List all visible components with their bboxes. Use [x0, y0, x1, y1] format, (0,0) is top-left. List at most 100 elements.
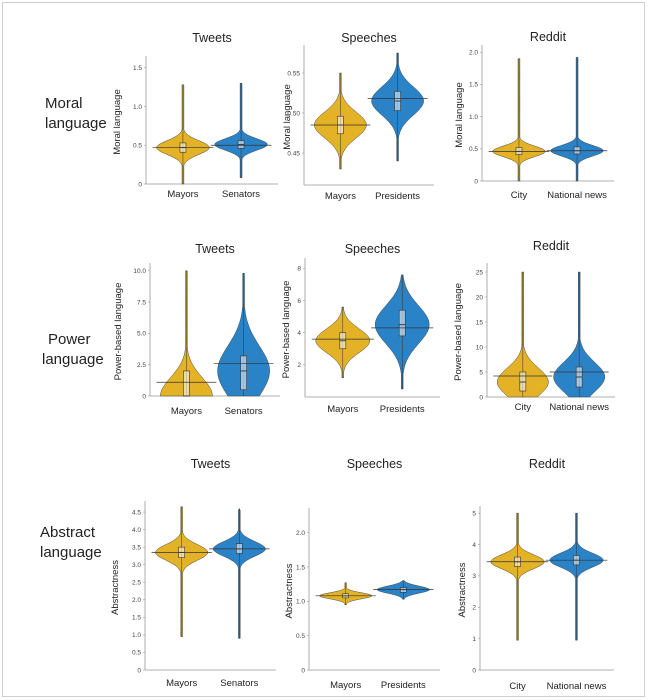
y-axis-label: Power-based language [453, 283, 464, 381]
violin-panel-3: Reddit 0 0.5 1.0 1.5 2.0 Moral language City Nat… [454, 30, 614, 201]
y-tick-label: 20 [476, 294, 484, 301]
y-tick-label: 5.0 [137, 331, 146, 338]
row-label-power-line2: language [42, 351, 104, 368]
y-axis-label: Abstractness [284, 563, 295, 618]
category-label: Senators [225, 406, 263, 417]
panel-title: Speeches [341, 31, 397, 45]
category-label: National news [547, 681, 607, 692]
y-tick-label: 10 [476, 344, 484, 351]
y-axis-label: Moral language [282, 84, 293, 150]
y-tick-label: 5 [472, 510, 476, 517]
y-tick-label: 1.0 [133, 104, 142, 111]
y-tick-label: 0 [137, 667, 141, 674]
category-label: City [509, 681, 526, 692]
y-tick-label: 2.0 [296, 530, 305, 537]
iqr-box [240, 355, 247, 391]
y-tick-label: 2.0 [469, 50, 478, 57]
panel-title: Speeches [345, 242, 401, 256]
row-label-power: Power language [42, 330, 104, 370]
panel-title: Tweets [192, 31, 232, 45]
y-tick-label: 4.5 [132, 509, 141, 516]
panel-title: Speeches [347, 457, 403, 471]
y-tick-label: 2 [297, 362, 301, 369]
row-label-abstract-line1: Abstract [40, 524, 96, 541]
category-label: Senators [220, 678, 258, 689]
y-tick-label: 2.5 [137, 362, 146, 369]
y-tick-label: 0 [479, 394, 483, 401]
y-tick-label: 2 [472, 605, 476, 612]
panel-title: Tweets [191, 457, 231, 471]
iqr-box [519, 371, 527, 392]
y-tick-label: 3.5 [132, 544, 141, 551]
y-tick-label: 0 [301, 667, 305, 674]
panel-title: Reddit [530, 30, 567, 44]
y-axis-label: Power-based language [113, 283, 124, 381]
y-tick-label: 0 [474, 178, 478, 185]
panel-title: Reddit [533, 239, 570, 253]
category-label: Presidents [381, 680, 426, 691]
panel-title: Tweets [195, 242, 235, 256]
y-tick-label: 1.0 [469, 114, 478, 121]
violin-panel-1: Tweets 0 0.5 1.0 1.5 Moral language Mayors Sena… [112, 31, 278, 200]
iqr-box [398, 309, 406, 337]
y-tick-label: 0 [138, 181, 142, 188]
y-tick-label: 7.5 [137, 299, 146, 306]
y-tick-label: 10.0 [133, 268, 146, 275]
violin-panel-5: Speeches 2 4 6 8 Power-based language Mayors Pr… [281, 242, 440, 415]
y-tick-label: 1.0 [132, 632, 141, 639]
y-tick-label: 8 [297, 266, 301, 273]
y-tick-label: 0 [472, 667, 476, 674]
y-axis-label: Abstractness [110, 560, 121, 615]
y-tick-label: 6 [297, 298, 301, 305]
y-tick-label: 1.5 [469, 82, 478, 89]
y-tick-label: 0 [142, 393, 146, 400]
category-label: Mayors [166, 678, 197, 689]
y-tick-label: 5 [479, 369, 483, 376]
row-label-abstract-line2: language [40, 544, 102, 561]
y-tick-label: 0.5 [133, 143, 142, 150]
violin-panel-4: Tweets 0 2.5 5.0 7.5 10.0 Power-based language… [113, 242, 280, 417]
violin-panel-9: Reddit 0 1 2 3 4 5 Abstractness City National new… [457, 457, 614, 692]
y-axis-label: Power-based language [281, 281, 292, 379]
iqr-box [183, 370, 190, 397]
violin-panel-8: Speeches 0 0.5 1.0 1.5 2.0 Abstractness Mayors P… [284, 457, 440, 691]
y-tick-label: 2.0 [132, 597, 141, 604]
category-label: City [511, 190, 528, 201]
category-label: Mayors [327, 404, 358, 415]
row-label-power-line1: Power [48, 331, 91, 348]
y-tick-label: 15 [476, 319, 484, 326]
y-tick-label: 2.5 [132, 580, 141, 587]
y-tick-label: 4 [297, 330, 301, 337]
y-tick-label: 3.0 [132, 562, 141, 569]
category-label: Mayors [330, 680, 361, 691]
y-tick-label: 0.50 [287, 110, 300, 117]
row-label-abstract: Abstract language [40, 523, 102, 563]
y-axis-label: Abstractness [457, 562, 468, 617]
category-label: City [515, 402, 532, 413]
y-tick-label: 1 [472, 636, 476, 643]
y-tick-label: 4 [472, 542, 476, 549]
y-tick-label: 25 [476, 269, 484, 276]
y-tick-label: 0.5 [469, 146, 478, 153]
y-axis-label: Moral language [454, 82, 465, 148]
category-label: National news [547, 190, 607, 201]
violin-panel-7: Tweets 0 0.5 1.0 1.5 2.0 2.5 3.0 3.5 4.0 4.5 Abstra… [110, 457, 276, 689]
category-label: Senators [222, 189, 260, 200]
row-label-moral: Moral language [45, 94, 107, 134]
y-tick-label: 1.5 [132, 615, 141, 622]
category-label: Presidents [375, 191, 420, 202]
row-label-moral-line1: Moral [45, 95, 83, 112]
panel-title: Reddit [529, 457, 566, 471]
y-tick-label: 1.5 [133, 65, 142, 72]
y-tick-label: 0.55 [287, 70, 300, 77]
y-tick-label: 0.45 [287, 150, 300, 157]
y-tick-label: 0.5 [132, 650, 141, 657]
row-label-moral-line2: language [45, 115, 107, 132]
violin-panel-2: Speeches 0.45 0.50 0.55 Moral language Mayors… [282, 31, 434, 202]
y-tick-label: 1.5 [296, 564, 305, 571]
y-tick-label: 1.0 [296, 599, 305, 606]
category-label: National news [549, 402, 609, 413]
y-tick-label: 4.0 [132, 527, 141, 534]
